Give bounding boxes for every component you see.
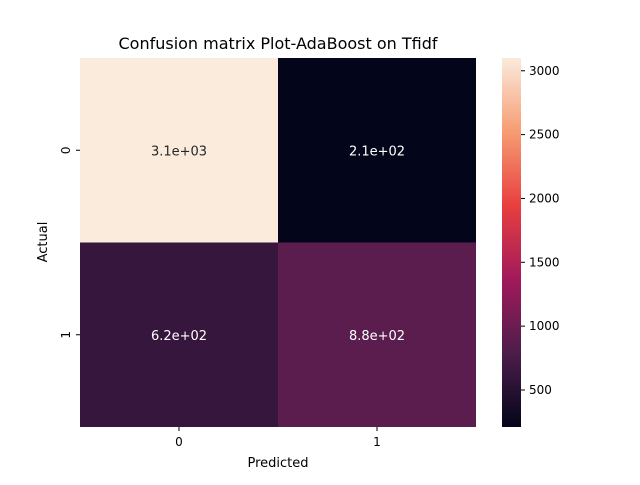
y-tick-label: 0 bbox=[59, 146, 73, 154]
colorbar-tick-label: 1500 bbox=[529, 255, 560, 269]
cell-annotation-0-0: 3.1e+03 bbox=[151, 144, 207, 159]
colorbar-tick-label: 1000 bbox=[529, 319, 560, 333]
cell-annotation-1-1: 8.8e+02 bbox=[349, 329, 405, 344]
chart-title: Confusion matrix Plot-AdaBoost on Tfidf bbox=[118, 34, 437, 53]
heatmap-cell-0-0 bbox=[80, 58, 278, 243]
heatmap-cell-1-0 bbox=[80, 242, 278, 427]
x-axis-label: Predicted bbox=[247, 456, 308, 471]
colorbar-tick-label: 500 bbox=[529, 383, 552, 397]
y-axis-label: Actual bbox=[36, 222, 51, 263]
x-tick-label: 0 bbox=[175, 435, 183, 449]
cell-annotation-1-0: 6.2e+02 bbox=[151, 329, 207, 344]
colorbar-tick-label: 3000 bbox=[529, 64, 560, 78]
cell-annotation-0-1: 2.1e+02 bbox=[349, 144, 405, 159]
colorbar: 500 1000 1500 2000 2500 3000 bbox=[502, 58, 560, 427]
y-tick-label: 1 bbox=[59, 331, 73, 339]
colorbar-gradient bbox=[502, 58, 521, 427]
heatmap-cell-0-1 bbox=[278, 58, 476, 243]
heatmap-cells: 3.1e+03 2.1e+02 6.2e+02 8.8e+02 bbox=[80, 58, 476, 427]
heatmap-cell-1-1 bbox=[278, 242, 476, 427]
x-tick-label: 1 bbox=[373, 435, 381, 449]
colorbar-tick-label: 2500 bbox=[529, 128, 560, 142]
colorbar-tick-label: 2000 bbox=[529, 191, 560, 205]
y-axis: 01 bbox=[59, 146, 80, 339]
